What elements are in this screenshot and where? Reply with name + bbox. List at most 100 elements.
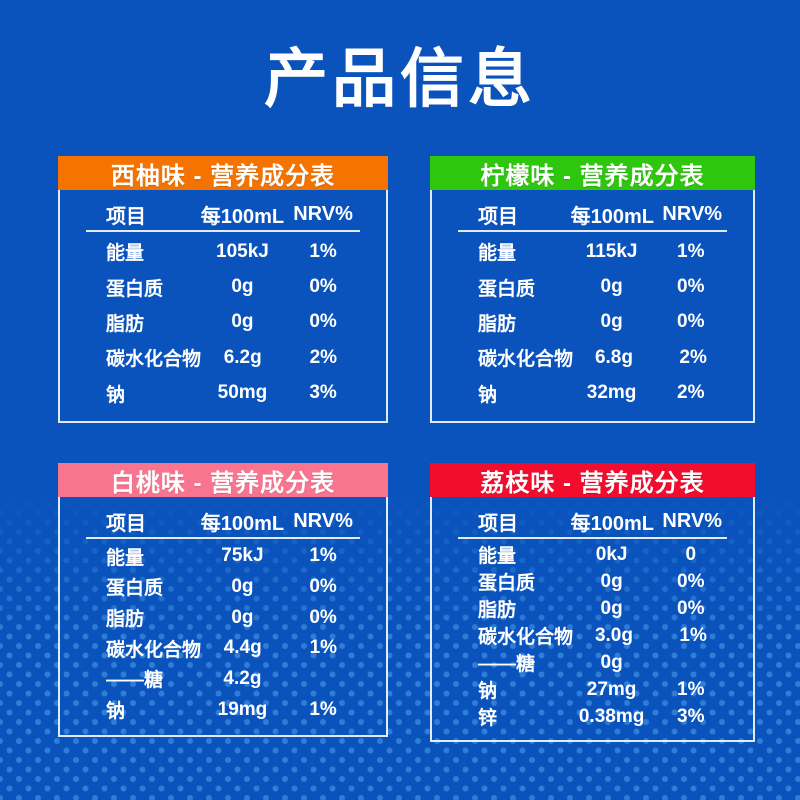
- nutrition-row: 蛋白质 0g 0%: [456, 568, 729, 595]
- row-nrv: 0: [685, 543, 697, 565]
- row-item-label: 蛋白质: [106, 578, 164, 600]
- column-header-per100ml: 每100mL: [570, 512, 655, 535]
- nutrition-rows: 能量 105kJ 1% 蛋白质 0g 0% 脂肪 0g 0% 碳水化合物 6.2…: [84, 232, 362, 411]
- row-nrv: 3%: [677, 705, 705, 727]
- column-header-nrv: NRV%: [293, 202, 353, 225]
- row-value: 0g: [600, 276, 623, 298]
- nutrition-row: 钠 19mg 1%: [84, 696, 362, 723]
- nutrition-row: ——糖 0g: [456, 649, 729, 676]
- page-title: 产品信息: [264, 43, 536, 115]
- row-nrv: 0%: [309, 311, 337, 333]
- row-nrv: 0%: [677, 597, 705, 619]
- nutrition-rows: 能量 0kJ 0 蛋白质 0g 0% 脂肪 0g 0% 碳水化合物 3.0g 1…: [456, 539, 729, 730]
- row-item-label: 钠: [478, 384, 498, 406]
- row-nrv: 1%: [677, 240, 705, 262]
- nutrition-table-body: 项目 每100mL NRV% 能量 0kJ 0 蛋白质 0g 0% 脂肪 0g …: [430, 497, 755, 742]
- nutrition-row: 脂肪 0g 0%: [84, 309, 362, 336]
- nutrition-row: 钠 32mg 2%: [456, 380, 729, 407]
- row-value: 50mg: [217, 382, 268, 404]
- row-value: 3.0g: [594, 624, 633, 646]
- column-header-item: 项目: [106, 205, 146, 228]
- row-value: 0g: [600, 570, 623, 592]
- row-item-label: 蛋白质: [478, 278, 536, 300]
- nutrition-table-body: 项目 每100mL NRV% 能量 105kJ 1% 蛋白质 0g 0% 脂肪 …: [58, 190, 388, 423]
- row-nrv: 1%: [309, 637, 338, 659]
- row-nrv: 0%: [309, 575, 337, 597]
- nutrition-row: 脂肪 0g 0%: [456, 309, 729, 336]
- column-header-per100ml: 每100mL: [200, 512, 285, 535]
- row-item-label: 脂肪: [478, 313, 517, 335]
- row-nrv: 0%: [677, 570, 705, 592]
- row-value: 0g: [231, 276, 254, 298]
- row-item-label: 蛋白质: [478, 573, 536, 594]
- row-nrv: 1%: [679, 624, 707, 646]
- nutrition-row: 碳水化合物 6.2g 2%: [84, 344, 362, 371]
- row-value: 0kJ: [595, 543, 628, 565]
- header-divider-line: [86, 230, 360, 232]
- row-value: 0g: [600, 311, 623, 333]
- column-header-row: 项目 每100mL NRV%: [84, 505, 362, 537]
- row-nrv: 1%: [677, 678, 705, 700]
- row-item-label: 蛋白质: [106, 278, 164, 300]
- row-item-label: 能量: [478, 243, 517, 265]
- row-value: 0.38mg: [578, 705, 645, 727]
- row-nrv: 2%: [677, 382, 705, 404]
- column-header-per100ml: 每100mL: [570, 205, 655, 228]
- row-value: 4.2g: [223, 667, 262, 689]
- nutrition-row: 能量 115kJ 1%: [456, 238, 729, 265]
- row-item-label: 钠: [478, 681, 498, 702]
- row-value: 27mg: [586, 678, 637, 700]
- nutrition-table-body: 项目 每100mL NRV% 能量 115kJ 1% 蛋白质 0g 0% 脂肪 …: [430, 190, 755, 423]
- nutrition-row: 碳水化合物 4.4g 1%: [84, 635, 362, 662]
- row-item-label: 能量: [106, 243, 145, 265]
- row-nrv: 1%: [309, 545, 337, 567]
- row-item-label: 锌: [478, 708, 498, 729]
- column-header-row: 项目 每100mL NRV%: [456, 198, 729, 230]
- row-nrv: 3%: [309, 382, 337, 404]
- row-value: 0g: [600, 651, 623, 673]
- row-item-label: 钠: [106, 384, 126, 406]
- flavor-table-header: 西柚味 - 营养成分表: [58, 156, 388, 190]
- row-item-label: 脂肪: [106, 313, 145, 335]
- column-header-item: 项目: [478, 512, 518, 535]
- nutrition-rows: 能量 75kJ 1% 蛋白质 0g 0% 脂肪 0g 0% 碳水化合物 4.4g…: [84, 539, 362, 725]
- row-value: 115kJ: [585, 240, 638, 262]
- row-item-label: 碳水化合物: [478, 627, 574, 648]
- nutrition-row: 钠 50mg 3%: [84, 380, 362, 407]
- row-value: 6.2g: [223, 346, 262, 368]
- row-nrv: 1%: [309, 698, 337, 720]
- nutrition-row: 能量 105kJ 1%: [84, 238, 362, 265]
- flavor-table-header: 荔枝味 - 营养成分表: [430, 463, 755, 497]
- row-item-label: 脂肪: [106, 609, 145, 631]
- row-nrv: 0%: [309, 276, 337, 298]
- header-divider-line: [458, 537, 727, 539]
- nutrition-tables-grid: 西柚味 - 营养成分表 项目 每100mL NRV% 能量 105kJ 1% 蛋…: [58, 156, 755, 742]
- column-header-per100ml: 每100mL: [200, 205, 285, 228]
- column-header-item: 项目: [478, 205, 518, 228]
- row-value: 75kJ: [221, 545, 264, 567]
- row-value: 0g: [231, 575, 254, 597]
- row-nrv: 0%: [309, 606, 337, 628]
- nutrition-row: 碳水化合物 6.8g 2%: [456, 344, 729, 371]
- row-value: 32mg: [586, 382, 637, 404]
- row-value: 0g: [600, 597, 623, 619]
- row-nrv: 2%: [679, 346, 707, 368]
- row-nrv: 0%: [677, 311, 705, 333]
- row-item-label: ——糖: [478, 654, 536, 675]
- column-header-item: 项目: [106, 512, 146, 535]
- nutrition-row: 能量 75kJ 1%: [84, 543, 362, 570]
- nutrition-row: 钠 27mg 1%: [456, 676, 729, 703]
- nutrition-row: 蛋白质 0g 0%: [456, 274, 729, 301]
- column-header-row: 项目 每100mL NRV%: [84, 198, 362, 230]
- row-item-label: 碳水化合物: [106, 349, 202, 371]
- nutrition-row: 蛋白质 0g 0%: [84, 274, 362, 301]
- row-item-label: 能量: [478, 546, 517, 567]
- nutrition-row: ——糖 4.2g: [84, 665, 362, 692]
- row-item-label: 碳水化合物: [478, 349, 574, 371]
- column-header-nrv: NRV%: [293, 509, 353, 532]
- row-value: 19mg: [217, 698, 268, 720]
- nutrition-row: 脂肪 0g 0%: [84, 604, 362, 631]
- row-item-label: 钠: [106, 701, 126, 723]
